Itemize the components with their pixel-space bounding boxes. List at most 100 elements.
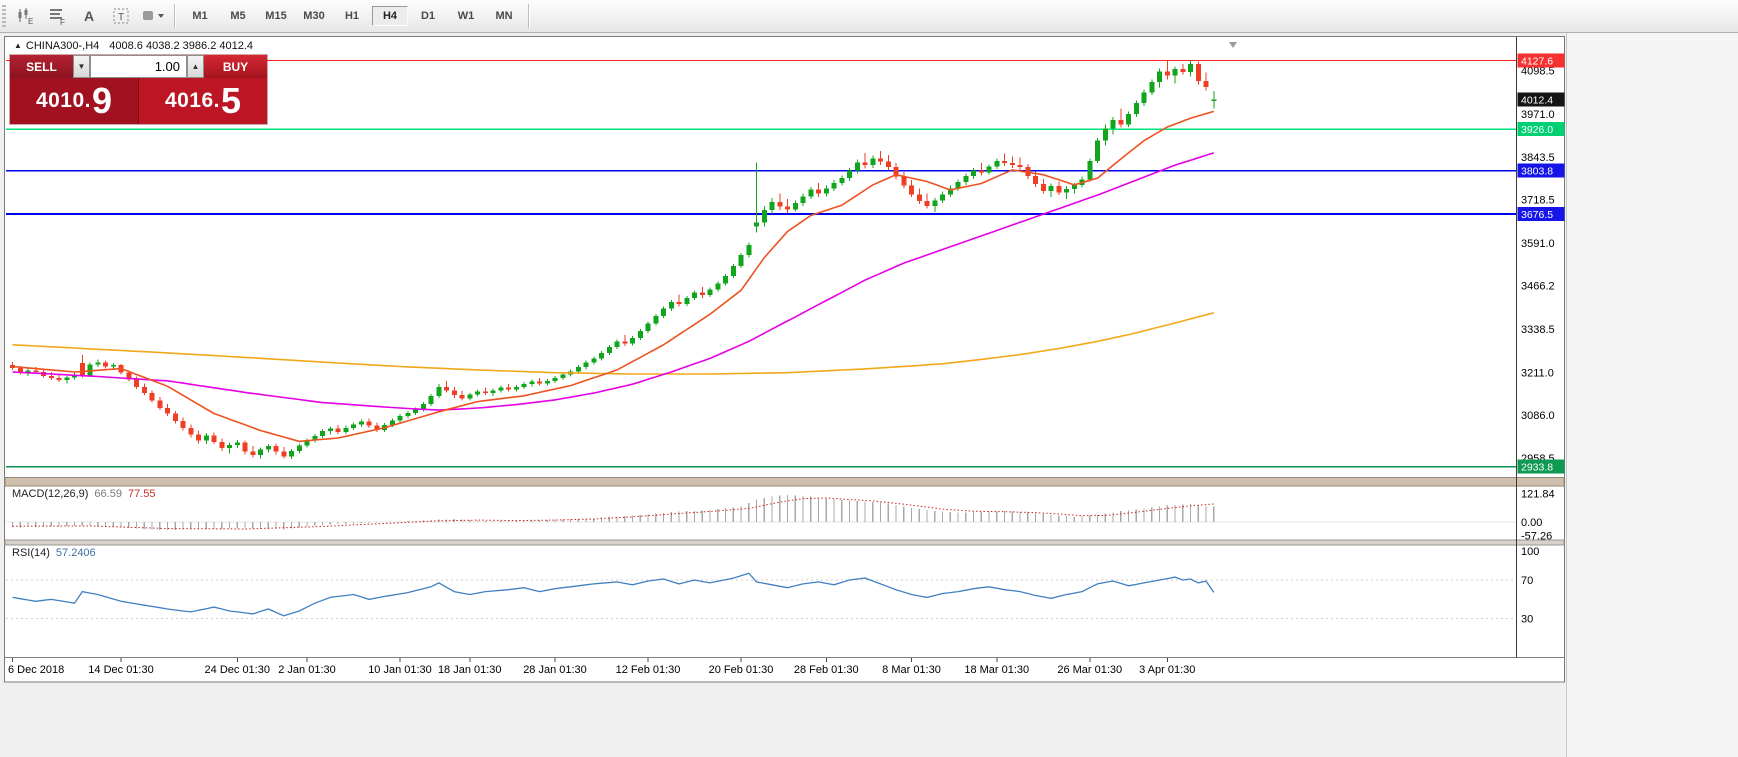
candle-body <box>1033 176 1038 185</box>
timeframe-button-h4[interactable]: H4 <box>372 6 408 26</box>
lines-list-icon[interactable]: F <box>42 3 72 29</box>
buy-button[interactable]: BUY <box>204 55 267 78</box>
candle-body <box>947 188 953 195</box>
candle-body <box>281 451 287 457</box>
price-tick-label: 3591.0 <box>1521 238 1555 250</box>
candle-body <box>893 167 899 177</box>
candle-body <box>978 170 984 173</box>
candle-body <box>754 222 759 227</box>
macd-signal-value: 77.55 <box>127 488 156 500</box>
time-tick-label: 24 Dec 01:30 <box>205 664 270 676</box>
time-tick-label: 28 Feb 01:30 <box>794 664 859 676</box>
textbox-icon[interactable]: T <box>106 3 136 29</box>
timeframe-button-m15[interactable]: M15 <box>265 10 287 22</box>
candle-body <box>575 367 581 372</box>
symbol-period-label: CHINA300-,H4 <box>25 40 100 52</box>
candle-body <box>335 428 341 432</box>
volume-input[interactable] <box>90 55 187 78</box>
candle-body <box>242 442 248 452</box>
candle-body <box>723 276 728 284</box>
price-tick-label: 3718.5 <box>1521 195 1555 207</box>
chart-canvas[interactable]: 4098.5 3971.0 3843.5 3718.5 3591.0 3466.2 3338… <box>0 33 1567 684</box>
time-axis[interactable]: 6 Dec 2018 14 Dec 01:30 24 Dec 01:30 2 Jan … <box>8 658 1195 676</box>
candle-body <box>645 323 651 332</box>
macd-axis-label: 0.00 <box>1521 517 1542 529</box>
macd-rsi-separator[interactable] <box>4 539 1565 546</box>
ohlc-readout: 4008.6 4038.2 3986.2 4012.4 <box>109 40 254 52</box>
candle-body <box>289 450 294 457</box>
candle-body <box>17 367 23 373</box>
price-badge-bg <box>1517 206 1565 221</box>
volume-decrease-button[interactable]: ▼ <box>73 55 90 78</box>
sell-price-display[interactable]: 4010. 9 <box>10 78 139 124</box>
sell-price-main: 4010. <box>35 89 92 112</box>
candle-body <box>33 370 39 372</box>
candlesticks-layer <box>10 60 1217 460</box>
svg-text:A: A <box>84 8 94 24</box>
candle-body <box>785 206 790 210</box>
toolbar-grip[interactable] <box>2 5 6 27</box>
price-tick-label: 3971.0 <box>1521 109 1555 121</box>
candle-body <box>730 265 736 277</box>
candle-body <box>95 362 101 365</box>
rsi-axis-label: 100 <box>1521 546 1539 558</box>
buy-price-display[interactable]: 4016. 5 <box>139 78 267 124</box>
candle-body <box>234 442 240 445</box>
sell-button[interactable]: SELL <box>10 55 73 78</box>
candle-body <box>250 451 256 455</box>
price-tick-label: 3211.0 <box>1521 367 1554 379</box>
candle-body <box>1017 165 1023 168</box>
candle-body <box>599 352 604 359</box>
time-tick-label: 28 Jan 01:30 <box>523 664 587 676</box>
price-tick-label: 3843.5 <box>1521 152 1555 164</box>
macd-name: MACD(12,26,9) <box>12 488 89 500</box>
collapse-trade-panel-icon[interactable]: ▲ <box>14 41 22 50</box>
candles-expert-icon[interactable]: E <box>10 3 40 29</box>
candle-body <box>374 425 380 430</box>
candle-body <box>854 162 860 171</box>
candle-body <box>48 376 54 379</box>
macd-axis-label: 121.84 <box>1521 489 1555 501</box>
rsi-axis-label: 30 <box>1521 614 1533 626</box>
rsi-name: RSI(14) <box>12 547 50 559</box>
shapes-dropdown-icon[interactable] <box>138 3 168 29</box>
candle-body <box>366 421 372 426</box>
timeframe-button-d1[interactable]: D1 <box>420 10 436 22</box>
candle-body <box>552 378 558 381</box>
candle-body <box>986 166 992 173</box>
candle-body <box>614 341 620 347</box>
chart-macd-separator[interactable] <box>4 477 1565 487</box>
time-tick-label: 26 Mar 01:30 <box>1057 664 1122 676</box>
timeframe-button-h1[interactable]: H1 <box>344 10 360 22</box>
candle-body <box>544 380 550 384</box>
timeframe-button-m5[interactable]: M5 <box>230 10 246 22</box>
candle-body <box>1064 188 1069 193</box>
toolbar-separator <box>174 4 176 28</box>
timeframe-button-w1[interactable]: W1 <box>457 10 475 22</box>
timeframe-button-m1[interactable]: M1 <box>192 10 208 22</box>
time-tick-label: 14 Dec 01:30 <box>88 664 153 676</box>
ma_slow-line <box>12 312 1214 375</box>
volume-increase-button[interactable]: ▲ <box>187 55 204 78</box>
candle-body <box>847 170 852 179</box>
candle-body <box>676 301 682 304</box>
candle-body <box>537 381 542 384</box>
candle-body <box>56 378 62 381</box>
timeframe-button-m30[interactable]: M30 <box>303 10 325 22</box>
candle-body <box>498 387 504 391</box>
candle-body <box>436 386 442 396</box>
candle-body <box>932 200 938 206</box>
chart-shift-marker[interactable] <box>1229 42 1237 48</box>
candle-body <box>521 384 527 387</box>
timeframe-button-mn[interactable]: MN <box>495 10 513 22</box>
candle-body <box>823 188 829 194</box>
text-label-icon[interactable]: A <box>74 3 104 29</box>
candle-body <box>389 420 395 426</box>
candle-body <box>831 182 837 189</box>
candle-body <box>413 409 418 413</box>
horizontal-lines-layer[interactable] <box>6 59 1516 468</box>
svg-text:E: E <box>28 17 33 26</box>
candle-body <box>203 435 209 441</box>
candle-body <box>312 435 318 441</box>
buy-price-pip: 5 <box>221 80 242 121</box>
